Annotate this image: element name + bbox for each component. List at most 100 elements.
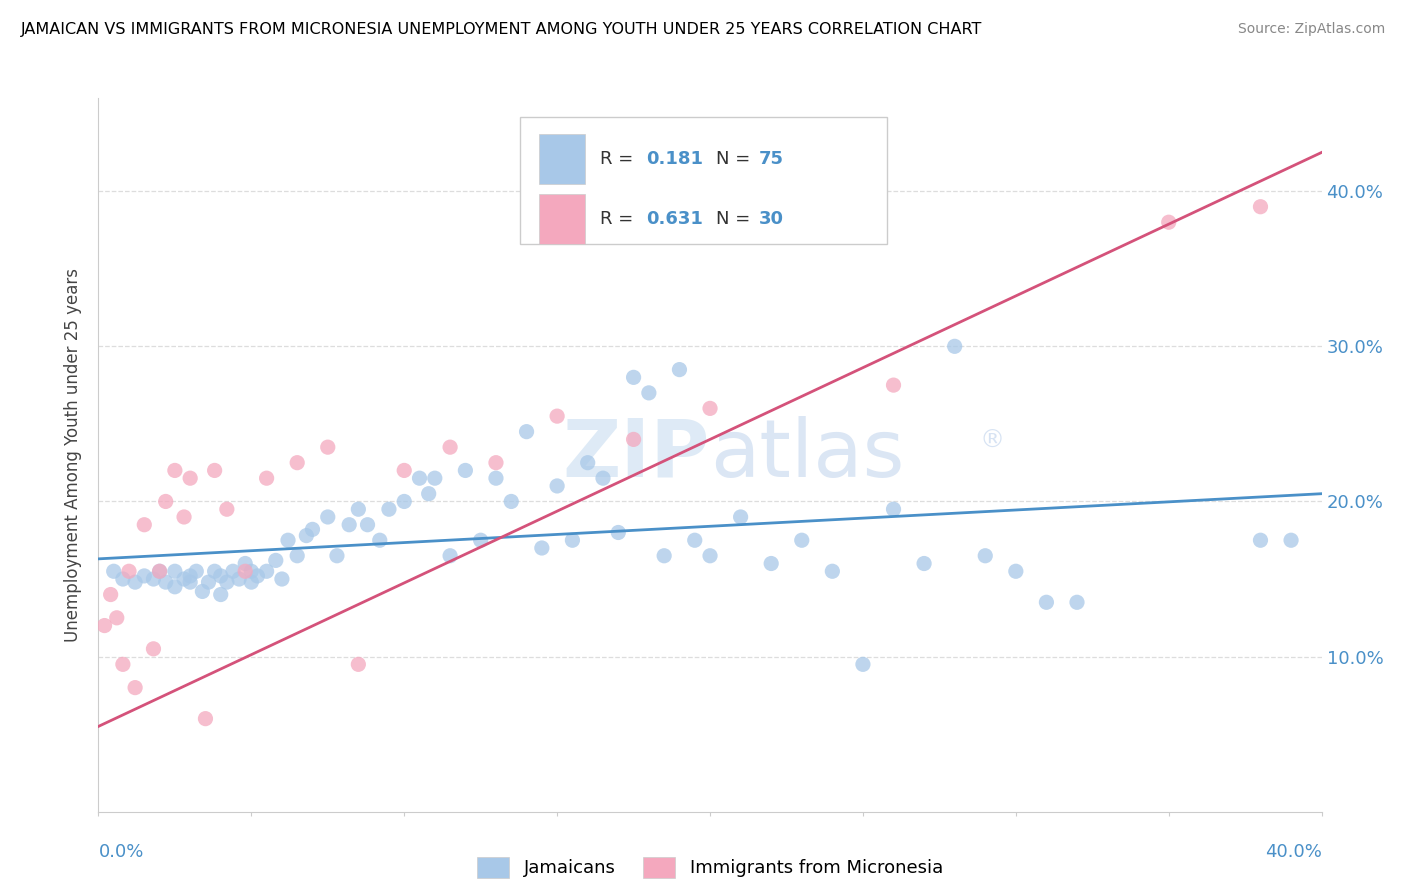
Point — [256, 564, 278, 578]
Point — [204, 463, 226, 477]
Point — [222, 564, 245, 578]
Point — [103, 564, 125, 578]
Point — [111, 657, 134, 672]
Point — [347, 657, 370, 672]
Legend: Jamaicans, Immigrants from Micronesia: Jamaicans, Immigrants from Micronesia — [470, 849, 950, 885]
Point — [883, 502, 905, 516]
Text: 75: 75 — [759, 150, 785, 168]
Point — [204, 564, 226, 578]
Point — [485, 471, 508, 485]
Point — [485, 456, 508, 470]
Point — [607, 525, 630, 540]
Point — [368, 533, 391, 548]
Point — [270, 572, 292, 586]
Point — [790, 533, 813, 548]
Text: R =: R = — [600, 150, 638, 168]
Text: 0.0%: 0.0% — [98, 843, 143, 861]
Point — [256, 471, 278, 485]
Point — [759, 557, 782, 571]
Point — [191, 584, 214, 599]
Point — [1157, 215, 1180, 229]
Point — [530, 541, 553, 555]
Point — [173, 572, 195, 586]
Point — [295, 528, 318, 542]
Point — [264, 553, 287, 567]
Point — [240, 575, 263, 590]
Point — [356, 517, 378, 532]
Point — [118, 564, 141, 578]
Point — [186, 564, 208, 578]
Point — [149, 564, 172, 578]
Point — [194, 712, 217, 726]
Point — [347, 502, 370, 516]
FancyBboxPatch shape — [520, 118, 887, 244]
Point — [883, 378, 905, 392]
Point — [439, 440, 461, 454]
Point — [623, 433, 645, 447]
Point — [576, 456, 599, 470]
Point — [943, 339, 966, 353]
Point — [1004, 564, 1026, 578]
Y-axis label: Unemployment Among Youth under 25 years: Unemployment Among Youth under 25 years — [65, 268, 83, 642]
Point — [163, 580, 186, 594]
Point — [699, 549, 721, 563]
Point — [215, 502, 238, 516]
Point — [392, 463, 416, 477]
Point — [173, 510, 195, 524]
Point — [699, 401, 721, 416]
Point — [285, 456, 308, 470]
Point — [592, 471, 614, 485]
Point — [470, 533, 492, 548]
Text: atlas: atlas — [710, 416, 904, 494]
Point — [246, 569, 269, 583]
Point — [285, 549, 308, 563]
Point — [1035, 595, 1057, 609]
Point — [439, 549, 461, 563]
Point — [392, 494, 416, 508]
Point — [418, 486, 440, 500]
Text: Source: ZipAtlas.com: Source: ZipAtlas.com — [1237, 22, 1385, 37]
Point — [668, 362, 690, 376]
Point — [423, 471, 446, 485]
Point — [134, 517, 156, 532]
Point — [105, 611, 128, 625]
Text: N =: N = — [716, 211, 756, 228]
Point — [408, 471, 430, 485]
Point — [652, 549, 675, 563]
Text: ®: ® — [979, 429, 1004, 452]
Point — [142, 572, 165, 586]
Point — [516, 425, 538, 439]
Point — [163, 463, 186, 477]
Text: ZIP: ZIP — [562, 416, 710, 494]
Point — [683, 533, 706, 548]
Point — [179, 575, 201, 590]
Point — [501, 494, 523, 508]
Point — [912, 557, 935, 571]
Point — [149, 564, 172, 578]
Point — [209, 569, 232, 583]
Point — [821, 564, 844, 578]
FancyBboxPatch shape — [538, 134, 585, 184]
Point — [233, 557, 256, 571]
Point — [240, 564, 263, 578]
Text: 40.0%: 40.0% — [1265, 843, 1322, 861]
Point — [134, 569, 156, 583]
Point — [546, 479, 568, 493]
Point — [1249, 200, 1271, 214]
Point — [1066, 595, 1088, 609]
Point — [93, 618, 115, 632]
Text: 0.181: 0.181 — [647, 150, 703, 168]
Point — [209, 588, 232, 602]
Text: JAMAICAN VS IMMIGRANTS FROM MICRONESIA UNEMPLOYMENT AMONG YOUTH UNDER 25 YEARS C: JAMAICAN VS IMMIGRANTS FROM MICRONESIA U… — [21, 22, 983, 37]
Point — [637, 385, 661, 400]
Point — [155, 494, 177, 508]
Point — [179, 471, 201, 485]
Point — [974, 549, 997, 563]
FancyBboxPatch shape — [538, 194, 585, 244]
Point — [454, 463, 477, 477]
Text: N =: N = — [716, 150, 756, 168]
Point — [337, 517, 360, 532]
Point — [124, 575, 146, 590]
Point — [316, 510, 339, 524]
Point — [111, 572, 134, 586]
